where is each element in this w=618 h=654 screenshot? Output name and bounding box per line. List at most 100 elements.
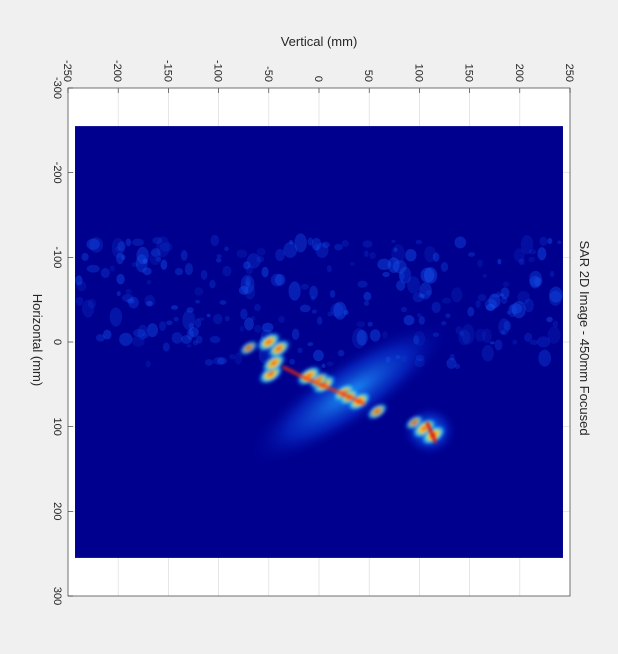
speckle — [321, 363, 326, 369]
speckle — [145, 360, 151, 368]
speckle — [461, 324, 475, 345]
speckle — [225, 315, 230, 322]
speckle — [115, 246, 121, 252]
speckle — [403, 315, 415, 326]
speckle — [502, 281, 510, 287]
speckle — [239, 325, 245, 332]
x-tick-label: 150 — [463, 64, 475, 82]
speckle — [337, 349, 345, 357]
speckle — [539, 236, 548, 247]
speckle — [333, 301, 347, 320]
speckle — [364, 250, 369, 258]
speckle — [194, 287, 204, 296]
speckle — [185, 344, 192, 348]
speckle — [520, 234, 534, 255]
speckle — [547, 237, 553, 245]
speckle — [459, 331, 464, 337]
y-tick-label: 0 — [51, 339, 63, 345]
speckle — [219, 300, 227, 305]
hot-spot — [261, 352, 287, 374]
speckle — [405, 248, 417, 262]
hot-spot — [266, 338, 291, 359]
speckle — [195, 300, 200, 304]
speckle — [454, 236, 467, 249]
hot-spot — [296, 365, 322, 387]
hot-spot — [239, 340, 259, 356]
speckle — [82, 299, 95, 318]
speckle — [524, 298, 534, 313]
speckle — [416, 313, 422, 318]
speckle — [116, 273, 125, 285]
speckle — [135, 254, 148, 273]
speckle — [144, 295, 156, 307]
chart-title: SAR 2D Image - 450mm Focused — [577, 240, 592, 435]
speckle — [557, 240, 562, 244]
speckle — [171, 332, 183, 344]
speckle — [391, 244, 406, 265]
x-tick-label: -100 — [212, 60, 224, 82]
speckle — [546, 316, 553, 323]
speckle — [485, 303, 496, 312]
speckle — [300, 283, 309, 290]
speckle — [445, 313, 451, 319]
speckle — [156, 236, 170, 258]
x-tick-labels: -250 -200 -150 -100 -50 0 50 100 150 200 250 — [61, 60, 575, 82]
speckle — [477, 259, 483, 268]
speckle — [352, 328, 366, 349]
speckle — [275, 248, 285, 262]
y-axis-label: Horizontal (mm) — [30, 294, 45, 386]
speckle — [499, 293, 504, 297]
x-tick-label: 200 — [513, 64, 525, 82]
speckle — [517, 290, 530, 305]
speckle — [204, 359, 214, 366]
speckle — [209, 336, 221, 344]
speckle — [132, 238, 144, 247]
speckle — [274, 274, 286, 286]
speckle — [489, 341, 495, 345]
speckle — [188, 327, 199, 338]
hot-spot — [366, 402, 389, 421]
speckle — [150, 247, 161, 258]
speckle — [423, 267, 438, 284]
speckle — [549, 286, 563, 303]
speckle — [311, 237, 322, 251]
speckle — [184, 262, 193, 276]
speckle — [217, 357, 227, 365]
speckle — [186, 307, 194, 313]
speckle — [246, 253, 261, 269]
speckle — [446, 357, 457, 369]
speckle — [468, 252, 476, 257]
speckle — [529, 339, 538, 346]
speckle — [467, 306, 475, 317]
speckle — [392, 260, 407, 274]
speckle — [475, 299, 481, 308]
speckle — [170, 305, 179, 310]
y-tick-label: 300 — [51, 587, 63, 605]
speckle — [216, 257, 222, 263]
speckle — [315, 242, 329, 258]
speckle — [133, 328, 146, 337]
speckle — [507, 304, 517, 318]
speckle — [549, 290, 562, 306]
speckle — [188, 322, 195, 329]
speckle — [210, 234, 220, 247]
speckle — [326, 265, 332, 273]
speckle — [455, 326, 463, 335]
speckle — [270, 273, 283, 287]
speckle — [180, 335, 192, 344]
speckle — [362, 240, 373, 248]
speckle — [173, 316, 179, 322]
speckle — [146, 279, 152, 285]
speckle — [500, 287, 510, 300]
speckle — [506, 310, 512, 315]
speckle — [528, 249, 537, 255]
speckle — [297, 347, 303, 354]
speckle — [310, 296, 315, 302]
speckle — [125, 238, 132, 247]
speckle — [194, 318, 202, 328]
speckle — [363, 291, 372, 301]
speckle — [243, 261, 251, 270]
speckle — [229, 354, 236, 360]
object-core — [282, 365, 437, 444]
speckle — [256, 248, 266, 256]
